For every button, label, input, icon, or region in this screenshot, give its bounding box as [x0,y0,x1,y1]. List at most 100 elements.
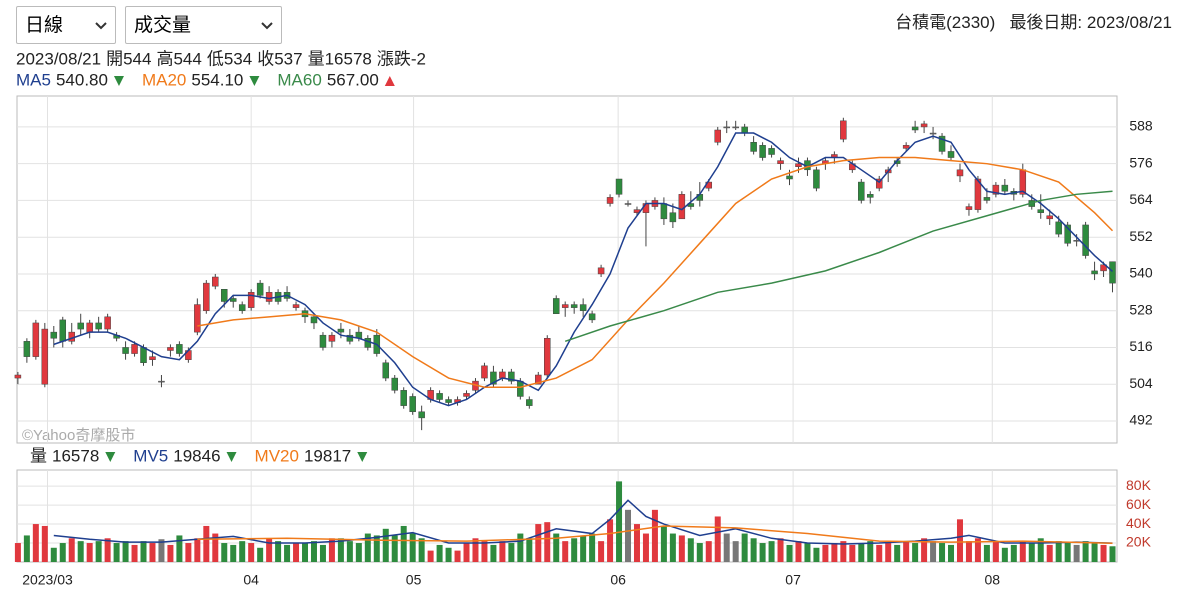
candle-body [660,203,668,220]
candle-body [319,334,327,348]
volume-bar [822,544,829,562]
volume-bar [1010,544,1017,562]
volume-bar [741,533,748,562]
candle-body [122,347,129,354]
y-tick-label: 564 [1129,191,1153,207]
moving-average-line [197,525,1113,544]
candle-body [1055,221,1062,235]
volume-bar [598,541,605,562]
candle-body [956,169,964,177]
candle-body [813,169,820,189]
candle-body [929,132,937,135]
candle-body [68,331,75,342]
legend-text: 534 [224,49,252,68]
candle-body [1091,270,1098,275]
candle-body [535,374,542,385]
volume-bar [14,543,21,562]
volume-bar [239,541,246,562]
volume-bar [418,538,425,562]
volume-bar [535,524,542,562]
volume-bar [894,544,901,562]
legend-text: 收 [257,49,274,68]
candle-body [131,344,138,354]
candle-body [517,380,524,397]
candle-body [974,178,982,210]
candle-body [104,316,111,330]
candle-body [965,206,973,210]
volume-bar [32,524,39,562]
volume-bar [266,538,273,562]
volume-bar [714,516,721,562]
legend-text: MA5 [16,70,51,89]
candle-body [328,334,336,342]
volume-bar [625,509,632,562]
volume-bar [400,525,407,562]
y-tick-label: 576 [1129,154,1153,170]
legend-text: 567.00 [327,70,379,89]
volume-bar [544,522,551,562]
indicator-select[interactable]: 成交量 [125,6,282,44]
y-tick-label: 552 [1129,228,1153,244]
candle-body [95,322,102,330]
y-tick-label: 492 [1129,412,1153,428]
volume-bar [1046,544,1053,562]
candle-body [158,380,165,383]
interval-select[interactable]: 日線 [16,6,116,44]
volume-bar [382,528,389,562]
volume-bar [221,543,228,562]
candle-body [256,282,264,296]
volume-bar [553,533,560,562]
candle-body [490,371,497,385]
legend-text: 漲跌 [377,49,411,68]
volume-bar [463,543,470,562]
volume-bar [490,544,497,562]
moving-average-line [197,156,1114,389]
volume-bar [876,544,883,562]
volume-bar [974,538,981,562]
candle-body [86,322,93,333]
legend-text: 19846 [173,446,220,465]
candle-body [983,197,991,201]
volume-bar [992,541,999,562]
volume-bar [203,525,210,562]
candle-body [714,129,721,143]
volume-bar [1028,543,1035,562]
candle-body [364,338,372,348]
volume-bar [1073,544,1080,562]
volume-bar [373,535,380,562]
volume-bar [562,541,569,562]
watermark: ©Yahoo奇摩股市 [22,426,135,444]
volume-bar [212,533,219,562]
candle-body [149,356,156,360]
volume-bar [337,538,344,562]
volume-bar [517,533,524,562]
y-tick-label: 588 [1129,118,1153,134]
candle-body [642,203,650,213]
candle-body [750,141,757,152]
volume-bar [759,543,766,562]
volume-bar [571,538,578,562]
volume-bar [831,543,838,562]
candle-body [588,313,596,321]
volume-bar [140,541,147,562]
volume-bar [903,541,910,562]
x-tick-label: 05 [406,572,422,588]
volume-bar [589,533,596,562]
candle-body [1037,209,1044,213]
candle-body [167,347,174,351]
candle-body [77,322,84,330]
volume-bar [472,538,479,562]
candle-body [247,292,255,308]
volume-bar [687,538,694,562]
candle-body [597,267,605,275]
volume-bar [804,543,811,562]
volume-bar [858,543,865,562]
moving-average-line [53,132,1114,407]
candle-body [32,322,40,357]
volume-bar [526,538,533,562]
legend-text: 19817 [304,446,351,465]
candle-body [1109,261,1116,284]
legend-text: 537 [274,49,302,68]
volume-bar [275,541,282,562]
candle-body [552,298,560,315]
